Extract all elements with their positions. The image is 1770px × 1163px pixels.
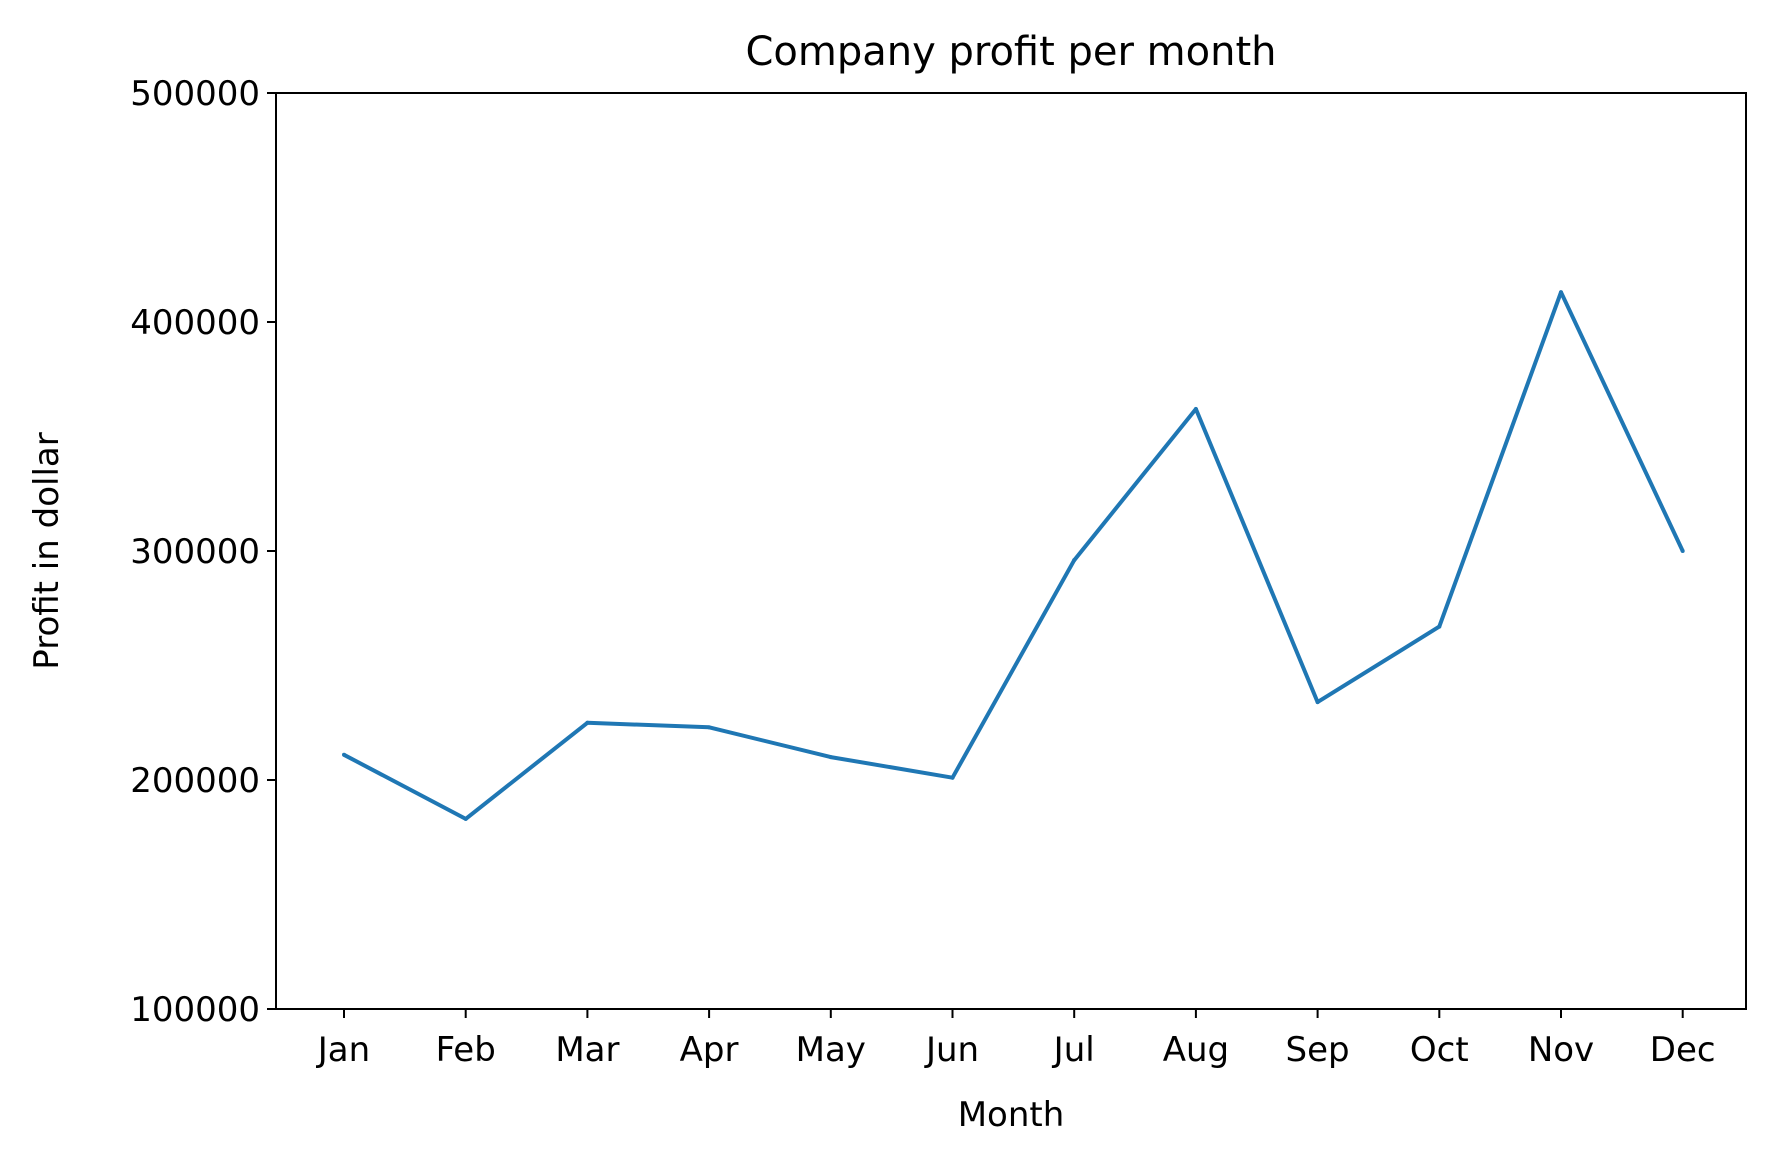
x-tick-label: Jul: [1052, 1030, 1095, 1070]
x-tick-label: Jun: [924, 1030, 979, 1070]
data-point-feb: [463, 816, 468, 821]
x-tick-label: Sep: [1286, 1030, 1350, 1070]
x-tick-label: Aug: [1163, 1030, 1229, 1070]
chart-title: Company profit per month: [745, 29, 1276, 75]
x-tick-label: Jan: [316, 1030, 370, 1070]
plot-area: [275, 92, 1747, 1010]
x-tick-label: Oct: [1410, 1030, 1469, 1070]
data-point-dec: [1680, 549, 1685, 553]
y-axis-label: Profit in dollar: [27, 432, 67, 669]
x-axis: Jan Feb Mar Apr May Jun Jul Aug Sep Oct Nov Dec: [316, 1009, 1716, 1070]
data-point-jan: [342, 752, 346, 757]
data-point-mar: [585, 720, 590, 725]
data-point-nov: [1559, 290, 1563, 295]
data-point-oct: [1437, 624, 1442, 629]
data-point-apr: [707, 725, 712, 730]
x-tick-label: Dec: [1650, 1030, 1716, 1070]
data-point-jun: [950, 775, 955, 780]
data-point-jul: [1072, 558, 1077, 563]
x-axis-label: Month: [958, 1095, 1065, 1135]
data-point-sep: [1315, 700, 1320, 705]
series-layer: [342, 290, 1685, 821]
y-tick-label: 200000: [130, 761, 260, 801]
x-tick-label: Apr: [680, 1030, 739, 1070]
x-tick-label: Nov: [1528, 1030, 1594, 1070]
data-point-may: [828, 755, 833, 760]
x-tick-label: Mar: [555, 1030, 619, 1070]
y-tick-label: 400000: [130, 303, 260, 343]
y-tick-label: 100000: [130, 990, 260, 1030]
x-tick-label: Feb: [436, 1030, 496, 1070]
series-line: [343, 290, 1685, 821]
y-tick-label: 500000: [130, 74, 260, 114]
data-point-aug: [1193, 407, 1198, 412]
y-tick-label: 300000: [130, 532, 260, 572]
x-tick-label: May: [796, 1030, 866, 1070]
y-axis: 100000 200000 300000 400000 500000: [130, 74, 276, 1030]
